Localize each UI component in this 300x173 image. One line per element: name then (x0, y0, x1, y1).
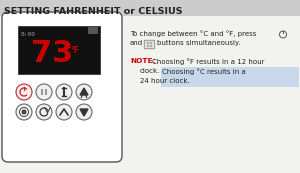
FancyBboxPatch shape (2, 12, 122, 162)
Text: To change between °C and °F, press: To change between °C and °F, press (130, 30, 256, 37)
Circle shape (16, 104, 32, 120)
Circle shape (56, 84, 72, 100)
Circle shape (147, 42, 149, 44)
Circle shape (16, 84, 32, 100)
Text: 73: 73 (31, 39, 73, 69)
Text: 8:00: 8:00 (21, 32, 36, 37)
Polygon shape (80, 109, 88, 116)
FancyBboxPatch shape (18, 26, 100, 74)
Circle shape (41, 93, 43, 95)
Circle shape (45, 89, 47, 91)
Text: Choosing °F results in a 12 hour: Choosing °F results in a 12 hour (152, 58, 265, 65)
Circle shape (150, 42, 152, 44)
Circle shape (150, 45, 152, 47)
Text: and: and (130, 40, 143, 46)
Circle shape (147, 45, 149, 47)
Text: 24 hour clock.: 24 hour clock. (140, 78, 190, 84)
FancyBboxPatch shape (88, 27, 98, 34)
Circle shape (41, 89, 43, 91)
Circle shape (45, 91, 47, 93)
Circle shape (22, 110, 26, 115)
Circle shape (56, 104, 72, 120)
Circle shape (41, 91, 43, 93)
Circle shape (36, 84, 52, 100)
Circle shape (36, 104, 52, 120)
Text: clock.: clock. (140, 68, 160, 74)
Text: °F: °F (70, 46, 79, 55)
Text: Choosing °C results in a: Choosing °C results in a (162, 68, 246, 75)
FancyBboxPatch shape (161, 67, 299, 87)
Polygon shape (80, 88, 88, 95)
Circle shape (45, 93, 47, 95)
Text: buttons simultaneously.: buttons simultaneously. (157, 40, 240, 46)
Circle shape (76, 84, 92, 100)
FancyBboxPatch shape (144, 40, 155, 49)
FancyBboxPatch shape (0, 0, 300, 16)
Text: NOTE:: NOTE: (130, 58, 156, 64)
Circle shape (76, 104, 92, 120)
Text: SETTING FAHRENHEIT or CELSIUS: SETTING FAHRENHEIT or CELSIUS (4, 7, 182, 16)
